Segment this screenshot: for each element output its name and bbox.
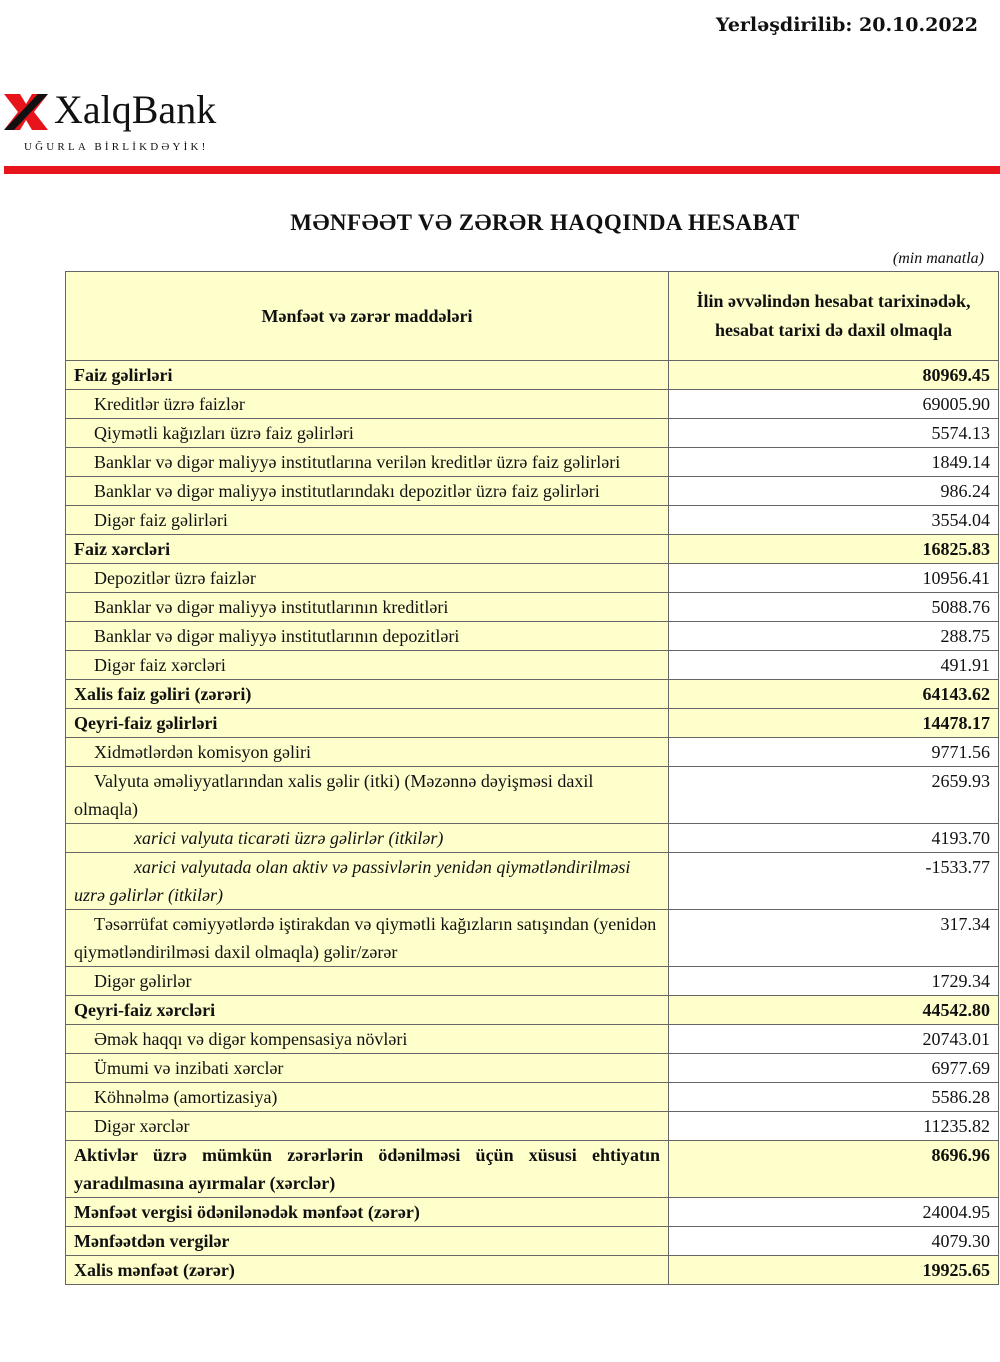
row-value: 20743.01 [668,1024,999,1054]
table-row: Əmək haqqı və digər kompensasiya növləri… [65,1024,999,1054]
row-value: 1729.34 [668,966,999,996]
row-value: -1533.77 [668,852,999,910]
header-divider [4,166,1000,174]
row-label: Təsərrüfat cəmiyyətlərdə iştirakdan və q… [65,909,669,967]
row-value: 16825.83 [668,534,999,564]
table-row: Aktivlər üzrə mümkün zərərlərin ödənilmə… [65,1140,999,1198]
row-label: Faiz gəlirləri [65,360,669,390]
row-value: 317.34 [668,909,999,967]
row-label: Kreditlər üzrə faizlər [65,389,669,419]
row-value: 8696.96 [668,1140,999,1198]
row-value: 491.91 [668,650,999,680]
table-row: Qeyri-faiz gəlirləri 14478.17 [65,708,999,738]
row-value: 4193.70 [668,823,999,853]
row-label: Qeyri-faiz gəlirləri [65,708,669,738]
row-value: 5586.28 [668,1082,999,1112]
row-label: Valyuta əməliyyatlarından xalis gəlir (i… [65,766,669,824]
table-row: Xalis faiz gəliri (zərəri) 64143.62 [65,679,999,709]
row-value: 4079.30 [668,1226,999,1256]
row-value: 44542.80 [668,995,999,1025]
row-value: 986.24 [668,476,999,506]
row-value: 6977.69 [668,1053,999,1083]
table-row: Xidmətlərdən komisyon gəliri 9771.56 [65,737,999,767]
row-label: Köhnəlmə (amortizasiya) [65,1082,669,1112]
table-row: Depozitlər üzrə faizlər 10956.41 [65,563,999,593]
row-label: Xidmətlərdən komisyon gəliri [65,737,669,767]
table-row: Kreditlər üzrə faizlər 69005.90 [65,389,999,419]
table-row: Digər faiz gəlirləri 3554.04 [65,505,999,535]
row-value: 69005.90 [668,389,999,419]
row-value: 5574.13 [668,418,999,448]
header-period: İlin əvvəlindən hesabat tarixinədək, hes… [668,271,999,361]
row-label: Mənfəət vergisi ödənilənədək mənfəət (zə… [65,1197,669,1227]
table-row: Digər faiz xərcləri 491.91 [65,650,999,680]
row-value: 3554.04 [668,505,999,535]
table-row: Banklar və digər maliyyə institutlarının… [65,592,999,622]
logo-tagline: UĞURLA BİRLİKDƏYİK! [24,141,209,153]
table-header: Mənfəət və zərər maddələri İlin əvvəlind… [65,271,999,361]
row-label: xarici valyutada olan aktiv və passivlər… [65,852,669,910]
table-row: Digər xərclər 11235.82 [65,1111,999,1141]
row-value: 10956.41 [668,563,999,593]
row-value: 11235.82 [668,1111,999,1141]
table-row: Banklar və digər maliyyə institutlarına … [65,447,999,477]
table-row: xarici valyuta ticarəti üzrə gəlirlər (i… [65,823,999,853]
table-row: Valyuta əməliyyatlarından xalis gəlir (i… [65,766,999,824]
row-label: Digər faiz xərcləri [65,650,669,680]
logo-name: XalqBank [54,87,217,132]
row-label: Qiymətli kağızları üzrə faiz gəlirləri [65,418,669,448]
table-row: Köhnəlmə (amortizasiya) 5586.28 [65,1082,999,1112]
row-label: Mənfəətdən vergilər [65,1226,669,1256]
row-value: 2659.93 [668,766,999,824]
row-value: 9771.56 [668,737,999,767]
table-row: Qiymətli kağızları üzrə faiz gəlirləri 55… [65,418,999,448]
header-items: Mənfəət və zərər maddələri [65,271,669,361]
row-value: 1849.14 [668,447,999,477]
row-label: Ümumi və inzibati xərclər [65,1053,669,1083]
table-row: Xalis mənfəət (zərər) 19925.65 [65,1255,999,1285]
row-label: Xalis faiz gəliri (zərəri) [65,679,669,709]
row-value: 288.75 [668,621,999,651]
row-label: Faiz xərcləri [65,534,669,564]
logo-mark-icon [4,94,48,130]
table-row: Ümumi və inzibati xərclər 6977.69 [65,1053,999,1083]
row-label: Banklar və digər maliyyə institutlarında… [65,476,669,506]
posted-date: Yerləşdirilib: 20.10.2022 [715,14,978,36]
table-row: Təsərrüfat cəmiyyətlərdə iştirakdan və q… [65,909,999,967]
row-label: Aktivlər üzrə mümkün zərərlərin ödənilmə… [65,1140,669,1198]
page-title: MƏNFƏƏT VƏ ZƏRƏR HAQQINDA HESABAT [290,210,800,235]
row-value: 5088.76 [668,592,999,622]
table-row: Mənfəətdən vergilər 4079.30 [65,1226,999,1256]
row-label: Depozitlər üzrə faizlər [65,563,669,593]
row-label: xarici valyuta ticarəti üzrə gəlirlər (i… [65,823,669,853]
table-row: Digər gəlirlər 1729.34 [65,966,999,996]
table-row: xarici valyutada olan aktiv və passivlər… [65,852,999,910]
row-value: 80969.45 [668,360,999,390]
unit-label: (min manatla) [892,250,984,267]
income-statement-table: Mənfəət və zərər maddələri İlin əvvəlind… [65,271,999,1285]
row-value: 64143.62 [668,679,999,709]
row-label: Banklar və digər maliyyə institutlarına … [65,447,669,477]
row-label: Digər gəlirlər [65,966,669,996]
table-row: Qeyri-faiz xərcləri 44542.80 [65,995,999,1025]
table-row: Banklar və digər maliyyə institutlarının… [65,621,999,651]
row-label: Banklar və digər maliyyə institutlarının… [65,592,669,622]
row-label: Əmək haqqı və digər kompensasiya növləri [65,1024,669,1054]
row-label: Qeyri-faiz xərcləri [65,995,669,1025]
row-label: Digər xərclər [65,1111,669,1141]
table-row: Banklar və digər maliyyə institutlarında… [65,476,999,506]
table-row: Faiz gəlirləri 80969.45 [65,360,999,390]
row-label: Xalis mənfəət (zərər) [65,1255,669,1285]
row-value: 19925.65 [668,1255,999,1285]
row-value: 24004.95 [668,1197,999,1227]
row-value: 14478.17 [668,708,999,738]
row-label: Banklar və digər maliyyə institutlarının… [65,621,669,651]
table-row: Faiz xərcləri 16825.83 [65,534,999,564]
table-row: Mənfəət vergisi ödənilənədək mənfəət (zə… [65,1197,999,1227]
row-label: Digər faiz gəlirləri [65,505,669,535]
